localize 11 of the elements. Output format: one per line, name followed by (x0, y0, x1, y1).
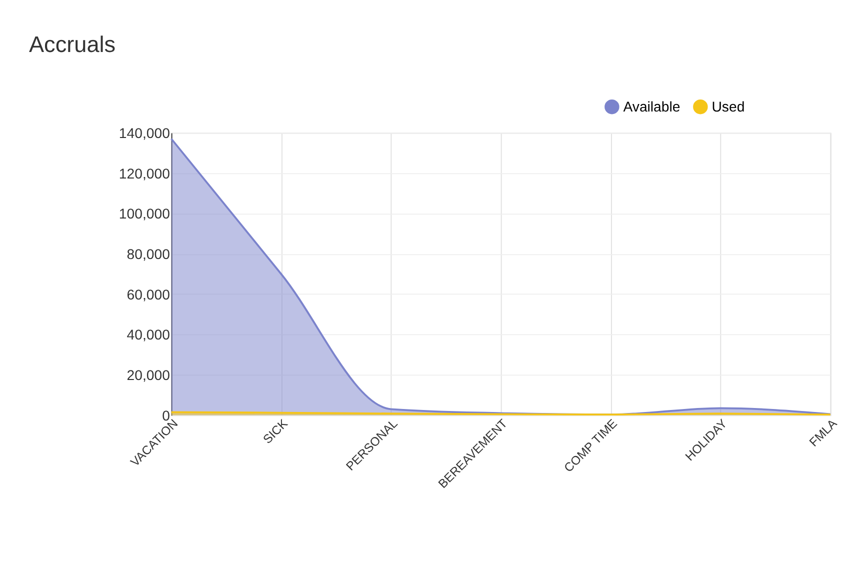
y-tick-label: 20,000 (126, 367, 170, 384)
y-tick-label: 100,000 (118, 206, 170, 222)
y-tick-label: 60,000 (126, 286, 170, 302)
y-tick-label: 80,000 (126, 246, 170, 262)
legend-label: Used (712, 98, 745, 115)
legend-label: Available (623, 98, 680, 115)
y-tick-label: 140,000 (118, 124, 170, 141)
y-tick-label: 0 (162, 407, 170, 424)
y-tick-label: 120,000 (118, 165, 170, 182)
y-tick-label: 40,000 (126, 326, 170, 343)
chart-title: Accruals (28, 32, 116, 57)
